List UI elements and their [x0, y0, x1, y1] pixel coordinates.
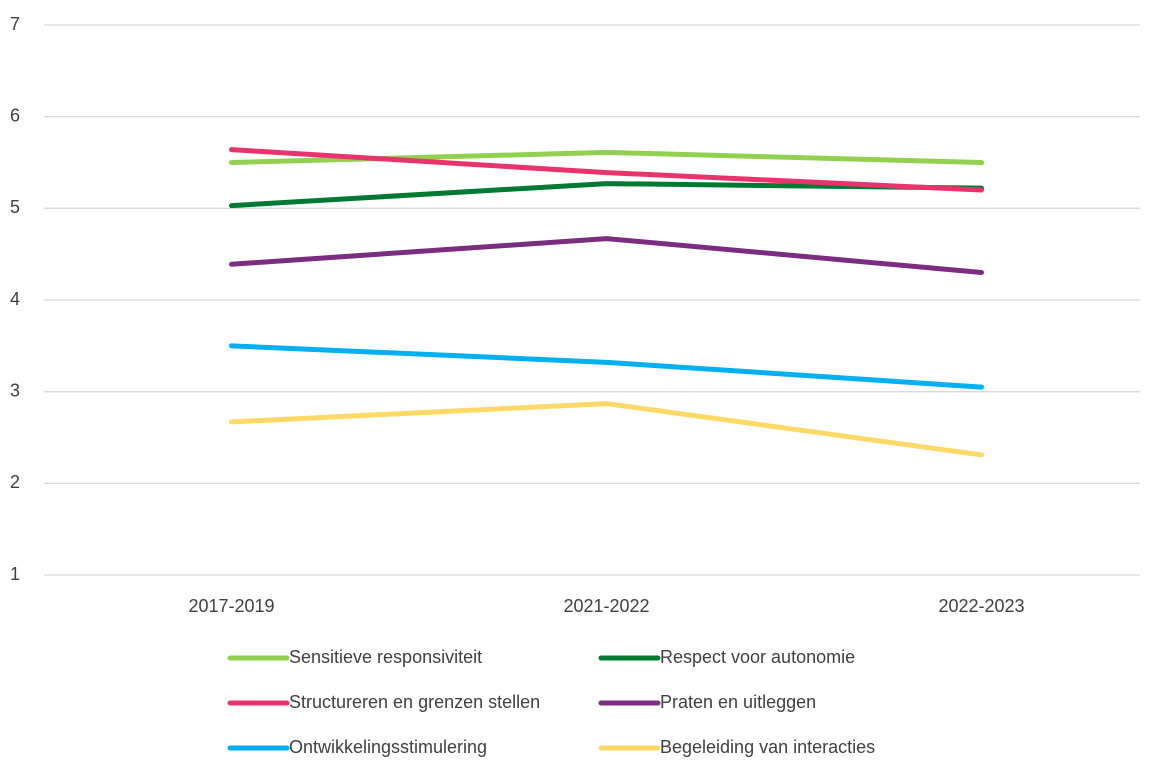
series-line	[229, 343, 984, 390]
series-line	[229, 147, 984, 193]
legend-label: Sensitieve responsiviteit	[289, 647, 482, 667]
y-tick-label: 4	[10, 289, 20, 309]
series-line	[229, 401, 984, 458]
legend-label: Structureren en grenzen stellen	[289, 692, 540, 712]
y-tick-label: 6	[10, 105, 20, 125]
y-tick-label: 2	[10, 472, 20, 492]
y-tick-label: 7	[10, 14, 20, 34]
legend-label: Respect voor autonomie	[660, 647, 855, 667]
x-tick-label: 2021-2022	[563, 596, 649, 616]
legend-label: Praten en uitleggen	[660, 692, 816, 712]
series-line	[229, 236, 984, 275]
x-tick-label: 2017-2019	[188, 596, 274, 616]
x-tick-label: 2022-2023	[938, 596, 1024, 616]
y-tick-label: 5	[10, 197, 20, 217]
legend-label: Begeleiding van interacties	[660, 737, 875, 757]
y-tick-label: 1	[10, 564, 20, 584]
legend-label: Ontwikkelingsstimulering	[289, 737, 487, 757]
y-tick-label: 3	[10, 380, 20, 400]
